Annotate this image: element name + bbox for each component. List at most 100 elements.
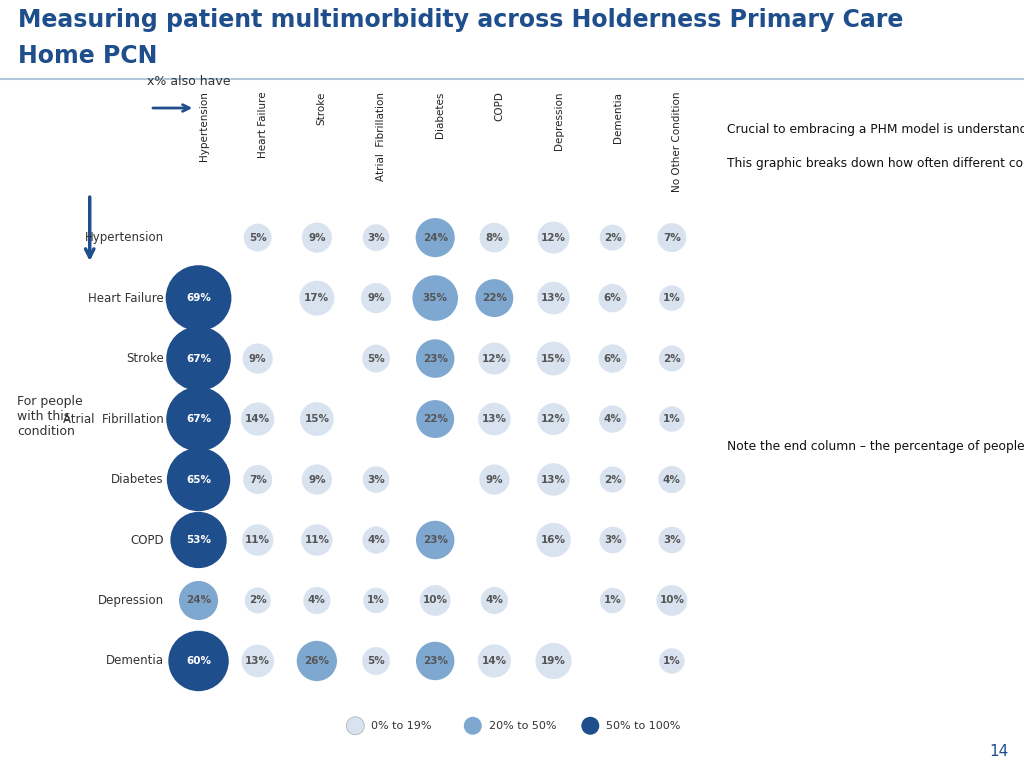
Text: Dementia: Dementia	[105, 654, 164, 667]
Ellipse shape	[598, 344, 627, 372]
Ellipse shape	[659, 648, 685, 674]
Ellipse shape	[346, 717, 365, 735]
Text: 4%: 4%	[604, 414, 622, 424]
Ellipse shape	[299, 280, 335, 316]
Ellipse shape	[479, 223, 509, 253]
Text: 2%: 2%	[249, 595, 266, 605]
Text: 9%: 9%	[308, 475, 326, 485]
Text: Note the end column – the percentage of people with conditions on the left axis : Note the end column – the percentage of …	[726, 440, 1024, 453]
Text: 3%: 3%	[368, 475, 385, 485]
Text: 7%: 7%	[249, 475, 266, 485]
Text: 9%: 9%	[249, 353, 266, 363]
Text: Hypertension: Hypertension	[85, 231, 164, 244]
Ellipse shape	[179, 581, 218, 620]
Text: 13%: 13%	[541, 293, 566, 303]
Text: 13%: 13%	[482, 414, 507, 424]
Text: 12%: 12%	[541, 414, 566, 424]
Text: 4%: 4%	[485, 595, 504, 605]
Text: Diabetes: Diabetes	[112, 473, 164, 486]
Text: 60%: 60%	[186, 656, 211, 666]
Text: 26%: 26%	[304, 656, 330, 666]
Text: 2%: 2%	[604, 233, 622, 243]
Text: Depression: Depression	[554, 91, 563, 150]
Ellipse shape	[170, 511, 226, 568]
Text: Measuring patient multimorbidity across Holderness Primary Care: Measuring patient multimorbidity across …	[18, 8, 904, 32]
Text: 1%: 1%	[663, 656, 681, 666]
Ellipse shape	[243, 343, 272, 374]
Text: 13%: 13%	[245, 656, 270, 666]
Text: 24%: 24%	[186, 595, 211, 605]
Ellipse shape	[166, 326, 230, 391]
Text: 23%: 23%	[423, 535, 447, 545]
Text: 13%: 13%	[541, 475, 566, 485]
Text: 2%: 2%	[663, 353, 681, 363]
Ellipse shape	[362, 345, 390, 372]
Ellipse shape	[167, 448, 230, 511]
Text: 35%: 35%	[423, 293, 447, 303]
Ellipse shape	[416, 339, 455, 378]
Ellipse shape	[364, 588, 389, 613]
Text: 67%: 67%	[186, 414, 211, 424]
Text: 15%: 15%	[304, 414, 330, 424]
Ellipse shape	[600, 588, 626, 613]
Ellipse shape	[301, 525, 333, 556]
Ellipse shape	[303, 587, 331, 614]
Text: 3%: 3%	[368, 233, 385, 243]
Text: Heart Failure: Heart Failure	[88, 292, 164, 305]
Text: Stroke: Stroke	[316, 91, 327, 125]
Text: 10%: 10%	[423, 595, 447, 605]
Text: 20% to 50%: 20% to 50%	[488, 720, 556, 731]
Ellipse shape	[480, 587, 508, 614]
Text: 8%: 8%	[485, 233, 503, 243]
Text: No Other Condition: No Other Condition	[672, 91, 682, 192]
Text: 11%: 11%	[245, 535, 270, 545]
Ellipse shape	[362, 647, 390, 675]
Text: 23%: 23%	[423, 353, 447, 363]
Text: 1%: 1%	[663, 414, 681, 424]
Ellipse shape	[297, 641, 337, 681]
Ellipse shape	[537, 523, 570, 557]
Text: 14%: 14%	[245, 414, 270, 424]
Ellipse shape	[300, 402, 334, 436]
Text: 4%: 4%	[367, 535, 385, 545]
Text: 67%: 67%	[186, 353, 211, 363]
Text: 5%: 5%	[249, 233, 266, 243]
Text: COPD: COPD	[495, 91, 505, 121]
Ellipse shape	[479, 465, 510, 495]
Text: 14: 14	[989, 743, 1009, 759]
Ellipse shape	[416, 218, 455, 257]
Ellipse shape	[658, 527, 685, 553]
Text: Atrial  Fibrillation: Atrial Fibrillation	[376, 91, 386, 180]
Ellipse shape	[166, 265, 231, 331]
Ellipse shape	[599, 406, 627, 432]
Ellipse shape	[420, 585, 451, 616]
Ellipse shape	[416, 521, 455, 559]
Text: 6%: 6%	[604, 293, 622, 303]
Text: 1%: 1%	[604, 595, 622, 605]
Ellipse shape	[464, 717, 481, 735]
Ellipse shape	[168, 631, 228, 691]
Ellipse shape	[302, 465, 332, 495]
Ellipse shape	[582, 717, 599, 735]
Ellipse shape	[416, 400, 455, 438]
Text: 2%: 2%	[604, 475, 622, 485]
Ellipse shape	[600, 466, 626, 492]
Text: For people
with this
condition: For people with this condition	[17, 395, 83, 438]
Ellipse shape	[538, 282, 569, 314]
Ellipse shape	[362, 466, 389, 493]
Ellipse shape	[362, 224, 389, 251]
Text: 11%: 11%	[304, 535, 330, 545]
Ellipse shape	[478, 644, 511, 677]
Text: 1%: 1%	[368, 595, 385, 605]
Text: Hypertension: Hypertension	[199, 91, 209, 161]
Text: 3%: 3%	[604, 535, 622, 545]
Text: Diabetes: Diabetes	[435, 91, 445, 138]
Ellipse shape	[243, 465, 272, 494]
Ellipse shape	[536, 643, 571, 679]
Text: 4%: 4%	[663, 475, 681, 485]
Ellipse shape	[657, 223, 686, 252]
Text: 9%: 9%	[368, 293, 385, 303]
Text: 22%: 22%	[423, 414, 447, 424]
Ellipse shape	[537, 342, 570, 376]
Ellipse shape	[538, 463, 569, 496]
